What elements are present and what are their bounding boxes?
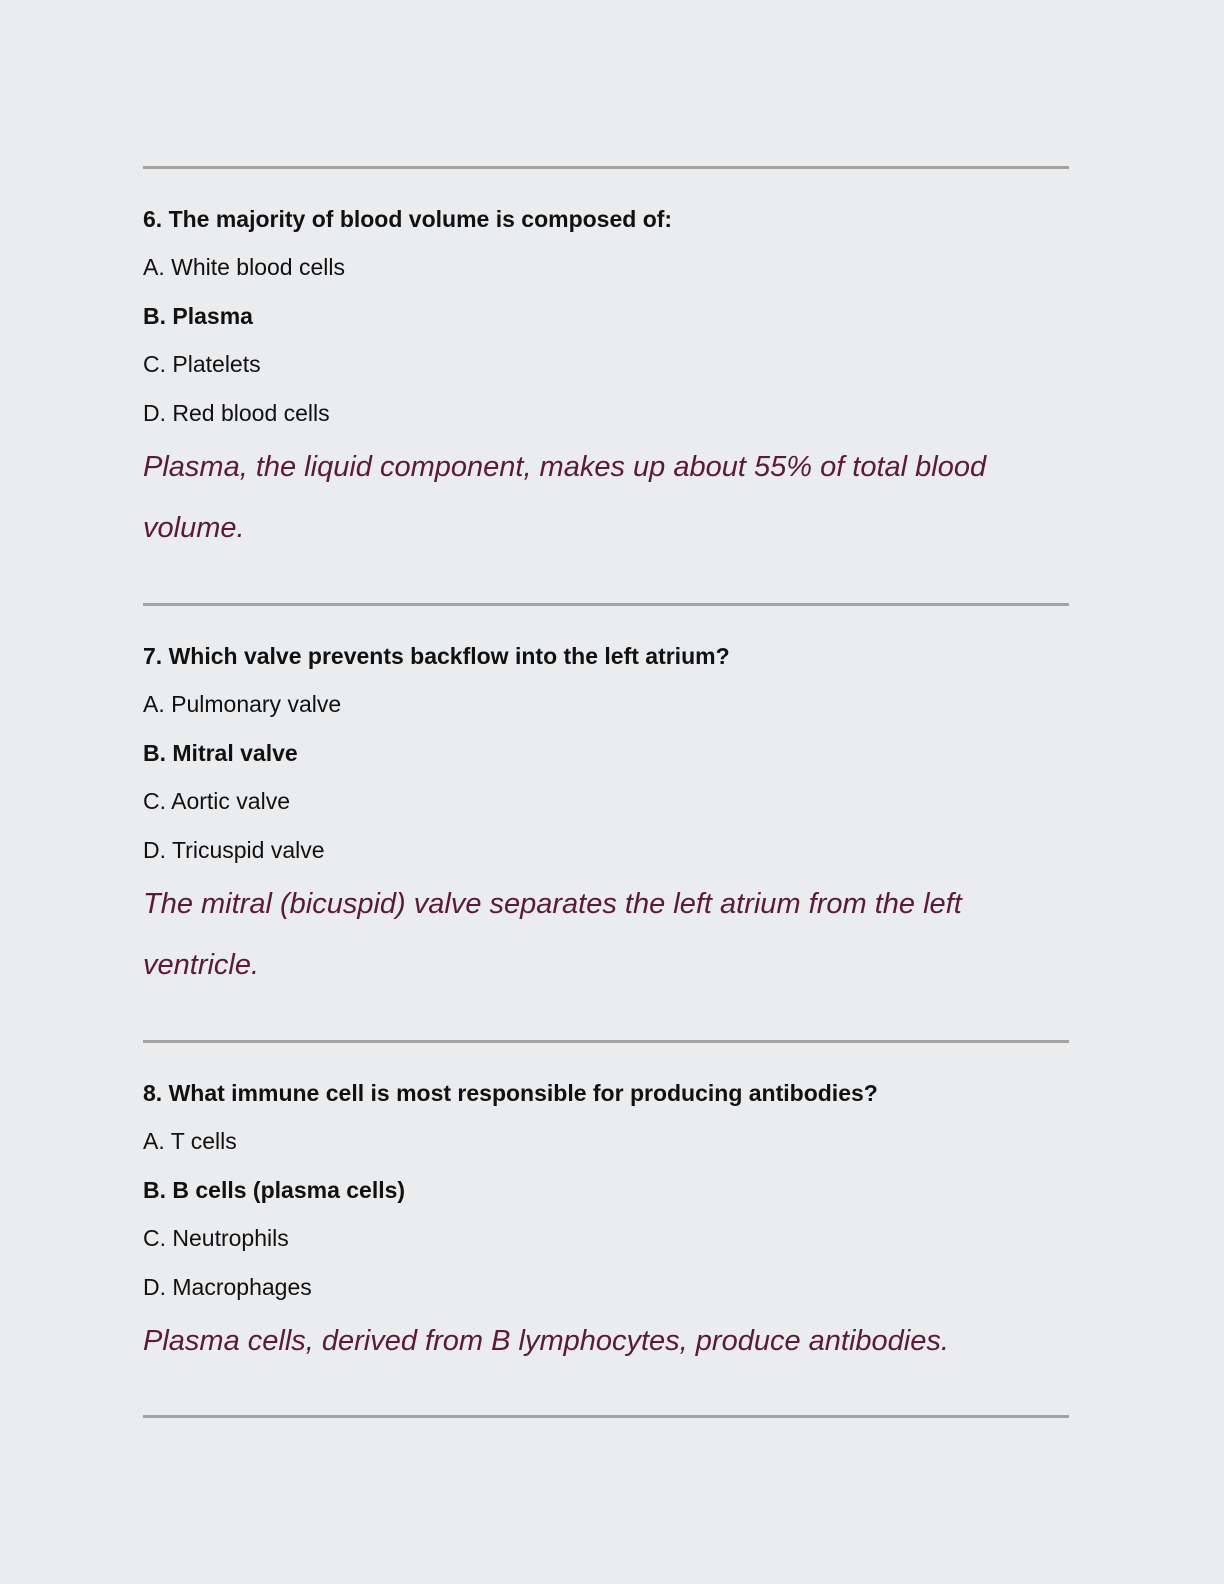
divider (143, 166, 1069, 169)
option-b-correct: B. B cells (plasma cells) (143, 1176, 406, 1203)
question-title: 7. Which valve prevents backflow into th… (143, 643, 730, 669)
question-8: 8. What immune cell is most responsible … (143, 1081, 1073, 1372)
divider (143, 603, 1069, 606)
option-c: C. Neutrophils (143, 1225, 289, 1251)
option-b-correct: B. Mitral valve (143, 739, 298, 766)
question-7: 7. Which valve prevents backflow into th… (143, 644, 1073, 996)
question-6: 6. The majority of blood volume is compo… (143, 207, 1073, 559)
option-d: D. Red blood cells (143, 399, 330, 426)
divider (143, 1415, 1069, 1418)
option-d: D. Macrophages (143, 1273, 312, 1300)
question-title: 6. The majority of blood volume is compo… (143, 206, 673, 232)
option-c: C. Platelets (143, 351, 261, 377)
question-title: 8. What immune cell is most responsible … (143, 1080, 878, 1106)
explanation: Plasma, the liquid component, makes up a… (143, 451, 987, 544)
explanation: Plasma cells, derived from B lymphocytes… (143, 1325, 949, 1357)
option-a: A. Pulmonary valve (143, 691, 342, 717)
option-d: D. Tricuspid valve (143, 836, 325, 863)
option-a: A. White blood cells (143, 254, 345, 280)
option-c: C. Aortic valve (143, 788, 290, 814)
divider (143, 1040, 1069, 1043)
option-a: A. T cells (143, 1128, 237, 1154)
explanation: The mitral (bicuspid) valve separates th… (143, 888, 962, 981)
option-b-correct: B. Plasma (143, 302, 253, 329)
